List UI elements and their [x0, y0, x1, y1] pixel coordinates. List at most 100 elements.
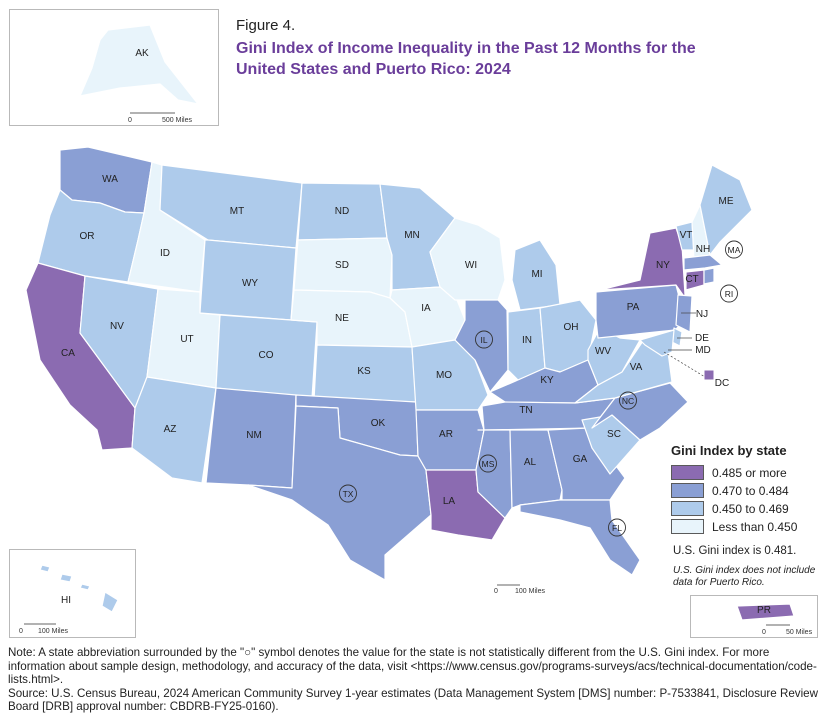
- not-significant-circle-ri: [720, 284, 738, 303]
- hi-scale-dist: 100 Miles: [38, 628, 68, 635]
- pr-scale-dist: 50 Miles: [786, 629, 813, 636]
- ak-scale-zero: 0: [128, 117, 132, 124]
- state-label-fl: FL: [612, 523, 622, 533]
- state-label-ok: OK: [371, 418, 386, 429]
- main-scale-dist: 100 Miles: [515, 588, 545, 595]
- state-label-wv: WV: [595, 346, 611, 357]
- legend-swatch: [671, 465, 704, 480]
- state-fl: [519, 499, 641, 576]
- state-label-nv: NV: [110, 321, 124, 332]
- state-label-il: IL: [480, 335, 487, 345]
- state-label-ut: UT: [180, 334, 193, 345]
- state-label-nc: NC: [622, 396, 634, 406]
- state-label-id: ID: [160, 248, 170, 259]
- note-text: Note: A state abbreviation surrounded by…: [8, 646, 817, 686]
- state-label-ca: CA: [61, 348, 75, 359]
- state-ct: [685, 269, 705, 291]
- state-label-me: ME: [719, 196, 734, 207]
- state-hi: [39, 564, 119, 613]
- us-gini-note: U.S. Gini index is 0.481.: [673, 545, 797, 557]
- legend-label: 0.470 to 0.484: [712, 483, 789, 498]
- ak-scale-dist: 500 Miles: [162, 117, 192, 124]
- state-wi: [429, 217, 506, 301]
- state-label-mt: MT: [230, 206, 244, 217]
- legend-swatch: [671, 501, 704, 516]
- state-me: [699, 164, 753, 256]
- state-label-in: IN: [522, 335, 532, 346]
- figure-label: Figure 4.: [236, 17, 296, 34]
- state-label-vt: VT: [680, 230, 693, 241]
- state-label-hi: HI: [61, 595, 71, 606]
- state-label-wy: WY: [242, 278, 258, 289]
- state-label-al: AL: [524, 457, 537, 468]
- state-ma: [683, 254, 723, 271]
- footnotes: Note: A state abbreviation surrounded by…: [8, 646, 823, 714]
- dc-leader: [663, 351, 711, 381]
- state-label-az: AZ: [164, 424, 177, 435]
- state-ar: [415, 409, 485, 471]
- source-text: Source: U.S. Census Bureau, 2024 America…: [8, 686, 818, 714]
- state-label-mo: MO: [436, 370, 452, 381]
- state-label-pr: PR: [757, 605, 771, 616]
- state-co: [215, 314, 318, 399]
- hi-scale-zero: 0: [19, 628, 23, 635]
- legend-label: 0.450 to 0.469: [712, 501, 789, 516]
- state-label-wa: WA: [102, 174, 118, 185]
- state-label-va: VA: [630, 362, 643, 373]
- state-nj: [675, 294, 693, 333]
- legend-swatch: [671, 483, 704, 498]
- state-ri: [703, 267, 715, 285]
- state-label-ny: NY: [656, 260, 670, 271]
- state-label-ks: KS: [357, 366, 371, 377]
- not-significant-circle-ms: [479, 454, 497, 473]
- legend-item-3: Less than 0.450: [671, 518, 826, 535]
- legend-title: Gini Index by state: [671, 443, 787, 458]
- not-significant-circle-nc: [619, 391, 637, 410]
- state-label-ak: AK: [135, 48, 149, 59]
- legend-label: 0.485 or more: [712, 465, 787, 480]
- state-label-co: CO: [259, 350, 274, 361]
- legend-item-0: 0.485 or more: [671, 464, 826, 481]
- state-label-tx: TX: [343, 489, 354, 499]
- state-label-de: DE: [695, 333, 709, 344]
- state-label-la: LA: [443, 496, 456, 507]
- legend-item-2: 0.450 to 0.469: [671, 500, 826, 517]
- state-label-or: OR: [80, 231, 95, 242]
- state-label-ky: KY: [540, 375, 554, 386]
- state-label-ga: GA: [573, 454, 588, 465]
- state-label-ct: CT: [685, 274, 698, 285]
- state-label-tn: TN: [519, 405, 532, 416]
- state-label-sc: SC: [607, 429, 621, 440]
- legend: Gini Index by state 0.485 or more 0.470 …: [671, 443, 826, 536]
- state-dc: [703, 369, 715, 381]
- not-significant-circle-tx: [339, 484, 357, 503]
- legend-swatch: [671, 519, 704, 534]
- not-significant-circle-ma: [725, 240, 743, 259]
- state-label-ar: AR: [439, 429, 453, 440]
- figure-title: Gini Index of Income Inequality in the P…: [236, 40, 696, 78]
- state-label-oh: OH: [564, 322, 579, 333]
- state-ak: [79, 24, 199, 105]
- state-label-nd: ND: [335, 206, 349, 217]
- state-md: [639, 329, 675, 357]
- state-label-ia: IA: [421, 303, 431, 314]
- state-label-ms: MS: [482, 459, 495, 469]
- legend-label: Less than 0.450: [712, 519, 798, 534]
- state-label-mn: MN: [404, 230, 420, 241]
- not-significant-circle-fl: [608, 518, 626, 537]
- state-pr: [736, 603, 795, 621]
- state-label-pa: PA: [627, 302, 640, 313]
- state-label-nm: NM: [246, 430, 262, 441]
- state-label-sd: SD: [335, 260, 349, 271]
- state-label-nj: NJ: [696, 309, 708, 320]
- state-label-dc: DC: [715, 378, 729, 389]
- state-label-md: MD: [695, 345, 711, 356]
- main-scale-zero: 0: [494, 588, 498, 595]
- state-label-ma: MA: [728, 245, 741, 255]
- puerto-rico-note: U.S. Gini index does not include data fo…: [673, 565, 816, 588]
- state-label-wi: WI: [465, 260, 477, 271]
- pr-scale-zero: 0: [762, 629, 766, 636]
- not-significant-circle-il: [475, 330, 493, 349]
- state-label-ne: NE: [335, 313, 349, 324]
